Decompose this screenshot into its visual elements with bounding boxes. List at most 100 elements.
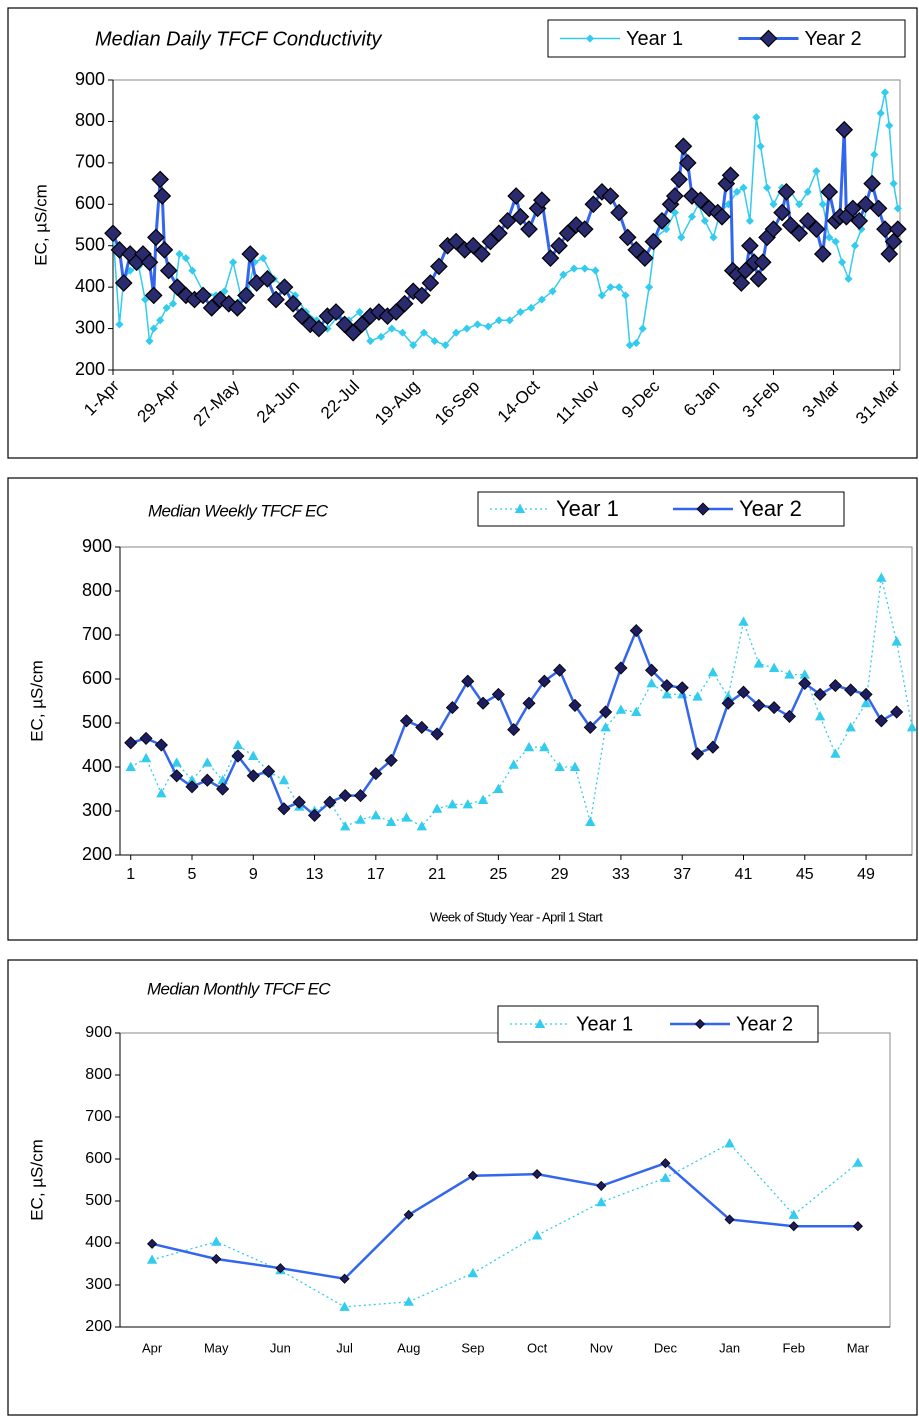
data-point <box>610 203 628 222</box>
x-tick-label: Sep <box>461 1340 484 1355</box>
data-point <box>585 816 596 826</box>
data-point <box>278 774 290 785</box>
y-tick-label: 200 <box>85 1318 112 1335</box>
data-point <box>151 170 170 189</box>
data-point <box>141 295 150 304</box>
x-tick-label: 49 <box>857 866 875 883</box>
y-tick-label: 900 <box>82 536 112 556</box>
data-point <box>885 121 894 130</box>
data-point <box>738 616 749 626</box>
data-point <box>228 299 247 317</box>
data-point <box>125 761 136 771</box>
data-point <box>430 727 444 741</box>
data-point <box>709 233 718 242</box>
data-point <box>387 324 396 333</box>
data-point <box>880 245 899 263</box>
data-point <box>646 678 657 688</box>
y-tick-label: 400 <box>75 276 105 296</box>
data-point <box>275 278 294 296</box>
data-point <box>447 232 465 251</box>
data-point <box>814 711 826 721</box>
data-point <box>523 741 535 752</box>
data-point <box>467 1267 479 1278</box>
data-point <box>721 696 735 710</box>
data-point <box>788 1209 799 1219</box>
data-point <box>850 212 869 230</box>
data-point <box>889 179 898 188</box>
data-point <box>660 1158 671 1169</box>
data-point <box>830 748 841 758</box>
data-point <box>344 323 363 342</box>
data-point <box>621 291 630 300</box>
data-point <box>596 1196 607 1207</box>
data-point <box>310 319 328 338</box>
data-point <box>476 696 490 710</box>
data-point <box>353 789 368 803</box>
data-point <box>159 261 178 280</box>
data-point <box>275 1263 286 1274</box>
data-point <box>262 764 276 778</box>
data-point <box>838 258 847 267</box>
data-point <box>277 802 291 816</box>
legend-marker <box>534 1018 546 1028</box>
data-point <box>745 216 754 225</box>
data-point <box>104 224 122 243</box>
data-point <box>687 212 697 221</box>
legend-label: Year 2 <box>739 496 802 521</box>
x-tick-label: Jul <box>336 1340 353 1355</box>
data-point <box>683 187 701 205</box>
data-point <box>575 220 594 238</box>
data-point <box>876 109 885 118</box>
data-point <box>339 1273 350 1284</box>
data-point <box>415 720 429 734</box>
y-tick-label: 300 <box>82 800 112 820</box>
data-point <box>168 278 187 296</box>
data-point <box>200 773 214 787</box>
data-point <box>462 799 473 809</box>
data-point <box>491 687 505 701</box>
data-point <box>237 286 255 305</box>
legend-label: Year 1 <box>626 28 683 50</box>
x-tick-label: Mar <box>847 1340 870 1355</box>
data-point <box>828 679 842 693</box>
data-point <box>736 685 751 699</box>
data-point <box>876 220 894 238</box>
x-tick-label: 5 <box>188 866 197 883</box>
data-point <box>736 261 755 280</box>
data-point <box>553 663 567 677</box>
data-point <box>194 286 212 305</box>
data-point <box>844 274 853 283</box>
data-point <box>472 245 491 263</box>
data-point <box>170 769 184 783</box>
data-point <box>724 1214 735 1225</box>
data-point <box>856 195 875 214</box>
data-point <box>399 714 414 728</box>
data-point <box>447 799 458 809</box>
x-tick-label: 25 <box>489 866 507 883</box>
y-tick-label: 700 <box>85 1108 112 1125</box>
data-point <box>670 170 688 189</box>
data-point <box>292 795 306 809</box>
data-point <box>409 341 418 350</box>
data-point <box>700 199 718 218</box>
data-point <box>241 245 260 263</box>
data-point <box>615 283 624 292</box>
x-axis-label: Week of Study Year - April 1 Start <box>430 909 603 924</box>
data-point <box>860 697 872 708</box>
y-tick-label: 500 <box>85 1192 112 1209</box>
data-point <box>798 212 817 230</box>
data-point <box>462 324 471 333</box>
data-point <box>403 1209 414 1220</box>
data-point <box>569 264 579 273</box>
y-axis-label: EC, µS/cm <box>31 184 50 266</box>
data-point <box>591 266 600 275</box>
data-point <box>537 295 546 304</box>
data-point <box>147 1238 158 1249</box>
legend-marker <box>514 503 526 513</box>
data-point <box>498 212 517 230</box>
data-point <box>232 739 244 749</box>
data-point <box>441 341 450 350</box>
legend-marker <box>585 34 595 43</box>
data-point <box>531 1230 543 1240</box>
data-point <box>812 167 821 176</box>
